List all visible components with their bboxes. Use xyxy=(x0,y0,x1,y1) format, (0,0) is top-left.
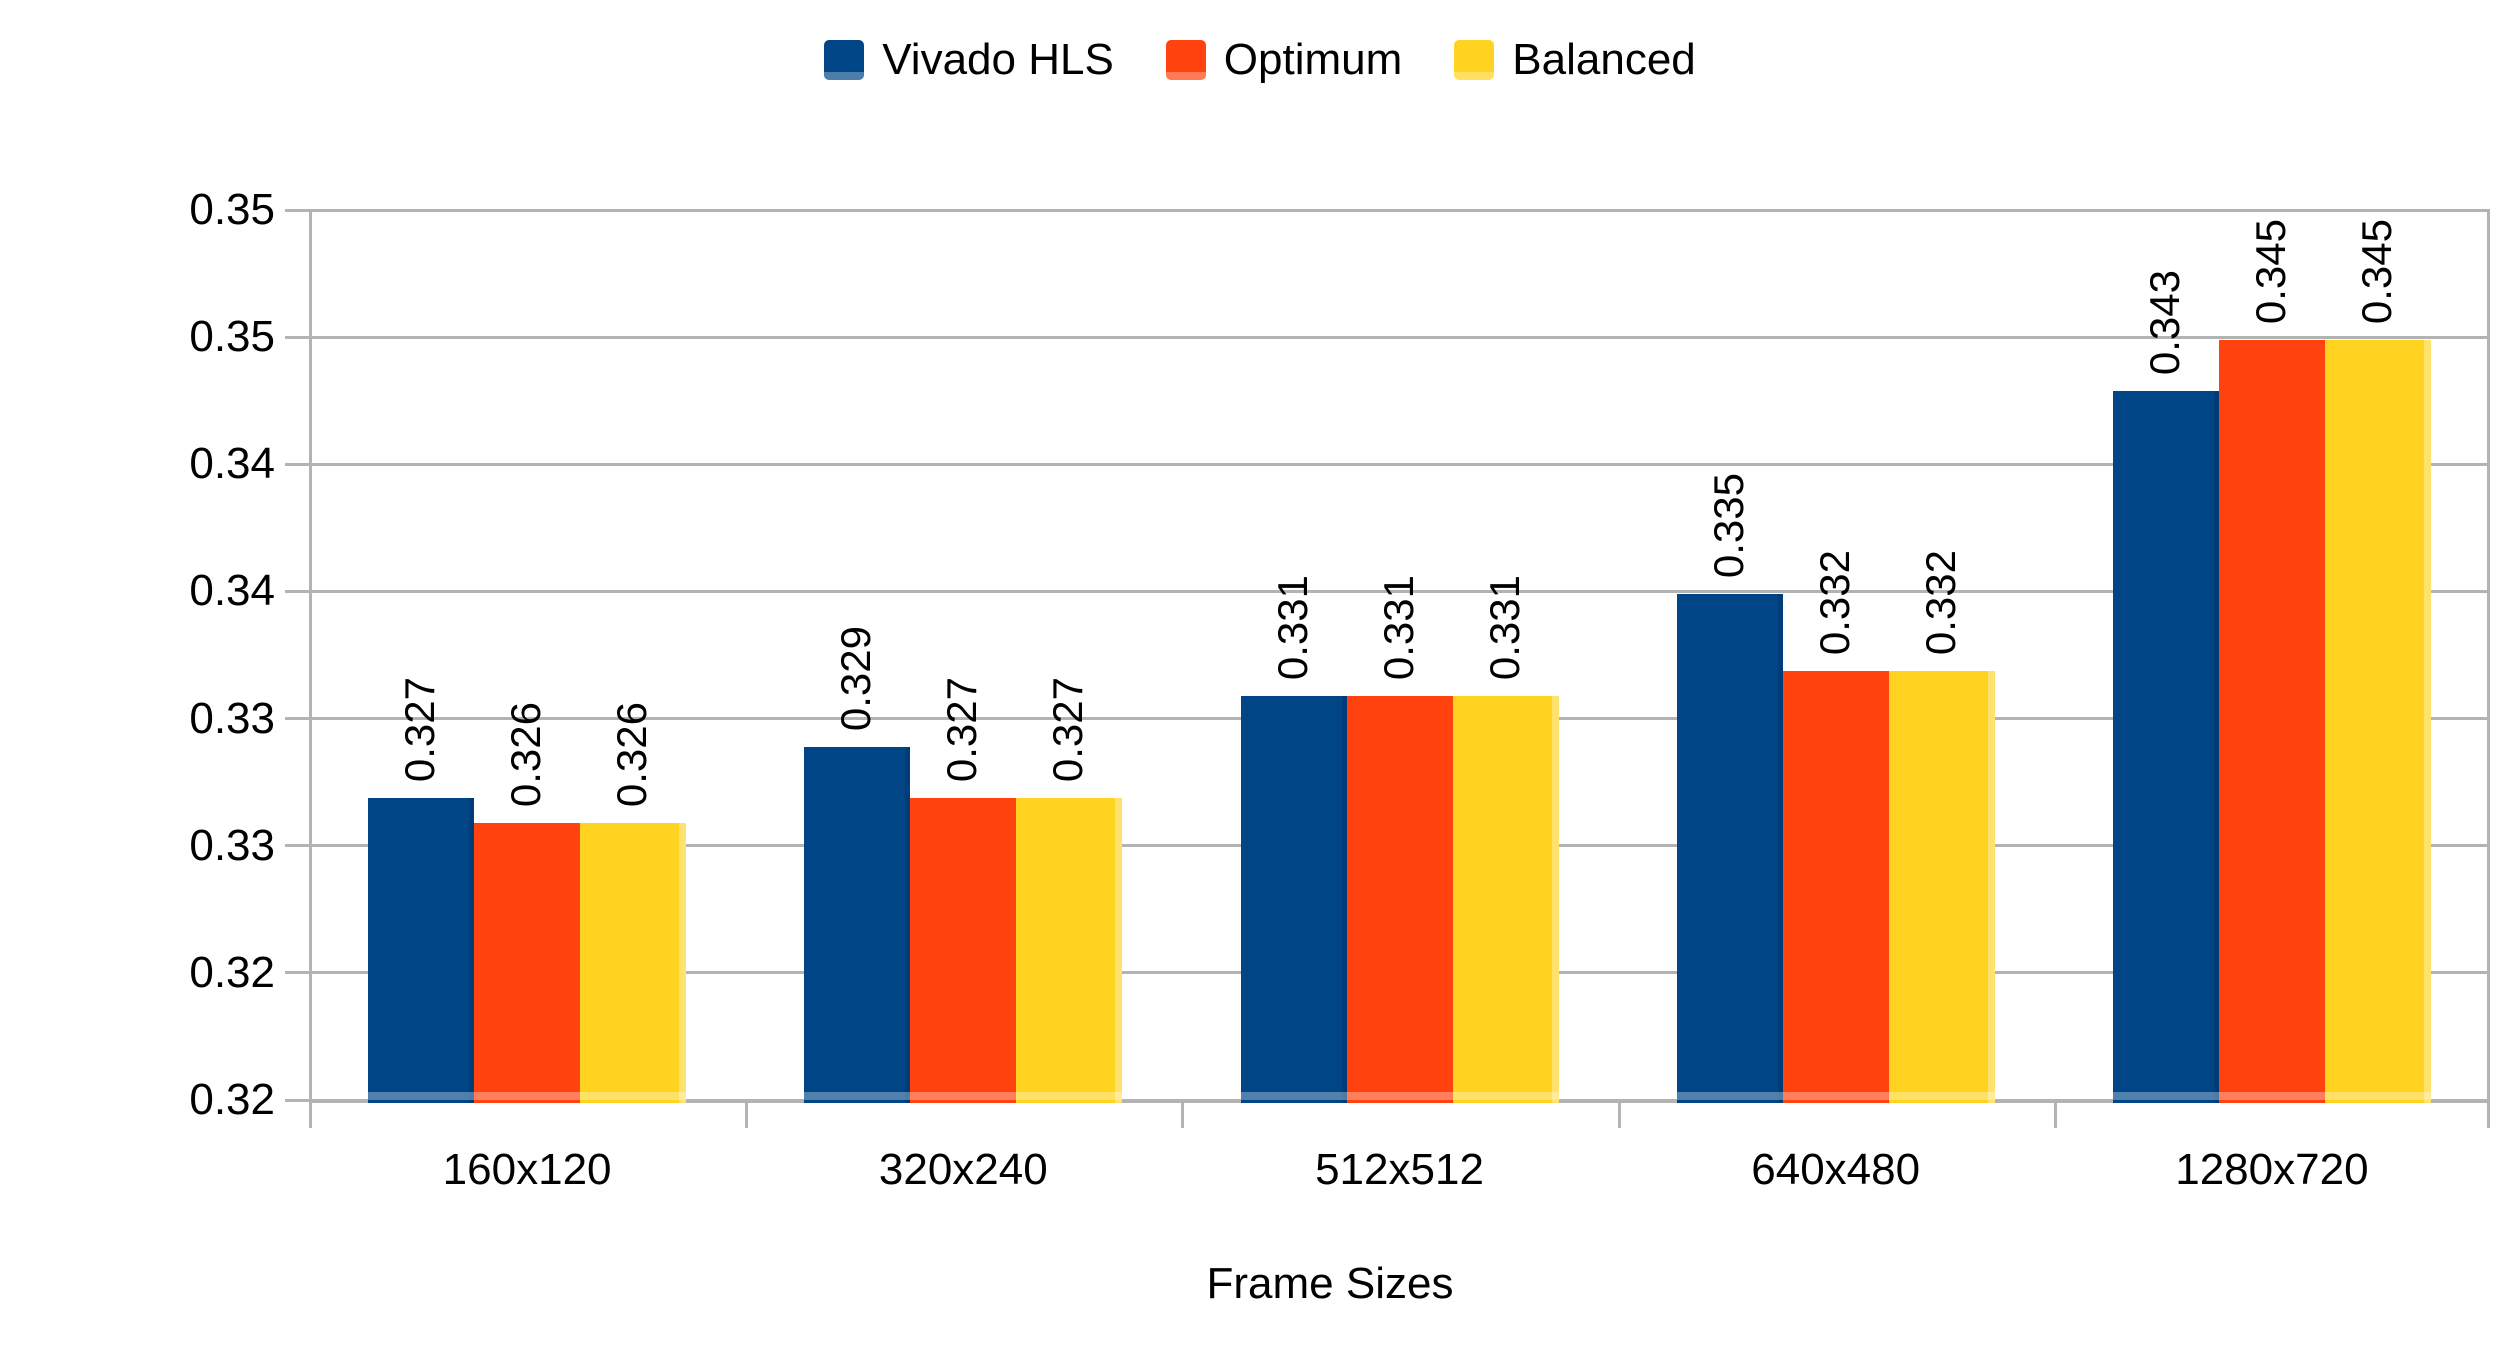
y-axis-tick-label: 0.32 xyxy=(189,1075,275,1124)
y-axis-tick xyxy=(285,1098,309,1102)
plot-right-border xyxy=(2487,210,2490,1103)
bar-vivado-hls-160x120 xyxy=(368,797,475,1103)
bar-value-label: 0.335 xyxy=(1704,473,1752,579)
y-axis-tick-label: 0.33 xyxy=(189,820,275,870)
bar-optimum-1280x720 xyxy=(2218,340,2325,1103)
bar-value-label: 0.327 xyxy=(1044,676,1092,782)
bar-value-label: 0.329 xyxy=(832,625,880,731)
y-axis-tick xyxy=(285,208,309,212)
bar-optimum-160x120 xyxy=(474,823,581,1103)
y-axis-tick xyxy=(285,589,309,593)
bar-vivado-hls-640x480 xyxy=(1676,594,1783,1103)
x-axis-tick xyxy=(2053,1100,2057,1128)
x-category-label-160x120: 160x120 xyxy=(442,1145,612,1194)
y-gridline xyxy=(309,208,2490,212)
legend-item-optimum: Optimum xyxy=(1165,35,1403,84)
x-axis-tick xyxy=(1617,1100,1621,1128)
bar-vivado-hls-320x240 xyxy=(804,747,911,1103)
bar-value-label: 0.345 xyxy=(2352,219,2400,325)
y-axis-line xyxy=(309,210,312,1103)
y-axis-tick-label: 0.35 xyxy=(189,185,275,234)
bar-optimum-320x240 xyxy=(910,797,1017,1103)
x-axis-tick xyxy=(745,1100,749,1128)
bar-vivado-hls-1280x720 xyxy=(2112,391,2219,1103)
bar-vivado-hls-512x512 xyxy=(1240,696,1347,1103)
bar-value-label: 0.331 xyxy=(1374,575,1422,681)
y-axis-tick-label: 0.32 xyxy=(189,947,275,997)
x-category-label-320x240: 320x240 xyxy=(878,1145,1048,1194)
bar-value-label: 0.345 xyxy=(2246,219,2294,325)
legend-label: Vivado HLS xyxy=(882,35,1114,84)
legend-marker-icon xyxy=(1165,40,1206,80)
y-gridline xyxy=(309,462,2490,466)
legend-item-vivado-hls: Vivado HLS xyxy=(824,38,1114,82)
legend-marker-icon xyxy=(1454,40,1495,80)
bar-balanced-512x512 xyxy=(1452,696,1559,1103)
bar-value-label: 0.327 xyxy=(938,676,986,782)
y-axis-tick-label: 0.34 xyxy=(189,439,275,489)
x-axis-tick xyxy=(309,1100,312,1128)
y-axis-tick xyxy=(285,844,309,848)
y-gridline xyxy=(309,589,2490,593)
legend-label: Optimum xyxy=(1223,35,1403,84)
x-category-label-640x480: 640x480 xyxy=(1751,1145,1921,1194)
bar-value-label: 0.326 xyxy=(502,702,550,808)
bar-value-label: 0.343 xyxy=(2140,269,2188,375)
bar-value-label: 0.332 xyxy=(1810,549,1858,655)
bar-value-label: 0.327 xyxy=(396,676,444,782)
bar-value-label: 0.331 xyxy=(1480,575,1528,681)
y-axis-tick-label: 0.33 xyxy=(189,693,275,743)
legend-item-balanced: Balanced xyxy=(1454,35,1696,84)
y-axis-tick-label: 0.34 xyxy=(189,566,275,616)
x-axis-tick xyxy=(2487,1100,2490,1128)
x-category-label-1280x720: 1280x720 xyxy=(2175,1145,2369,1194)
bar-balanced-640x480 xyxy=(1888,670,1995,1103)
y-axis-tick xyxy=(285,462,309,466)
bar-balanced-320x240 xyxy=(1016,797,1123,1103)
bar-value-label: 0.332 xyxy=(1916,549,1964,655)
x-axis-title: Frame Sizes xyxy=(1206,1259,1454,1308)
y-axis-tick xyxy=(285,717,309,721)
x-category-label-512x512: 512x512 xyxy=(1315,1145,1484,1194)
y-axis-tick-label: 0.35 xyxy=(189,312,275,362)
bar-balanced-1280x720 xyxy=(2324,340,2431,1103)
legend-label: Balanced xyxy=(1512,35,1696,84)
bar-optimum-512x512 xyxy=(1346,696,1453,1103)
bar-optimum-640x480 xyxy=(1782,670,1889,1103)
bar-value-label: 0.326 xyxy=(608,702,656,808)
y-gridline xyxy=(309,335,2490,339)
y-axis-tick xyxy=(285,971,309,975)
legend: Vivado HLS Optimum Balanced xyxy=(0,30,2520,90)
bar-value-label: 0.331 xyxy=(1268,575,1316,681)
x-axis-tick xyxy=(1181,1100,1185,1128)
legend-marker-icon xyxy=(824,40,865,80)
y-axis-tick xyxy=(285,335,309,339)
bar-balanced-160x120 xyxy=(580,823,687,1103)
